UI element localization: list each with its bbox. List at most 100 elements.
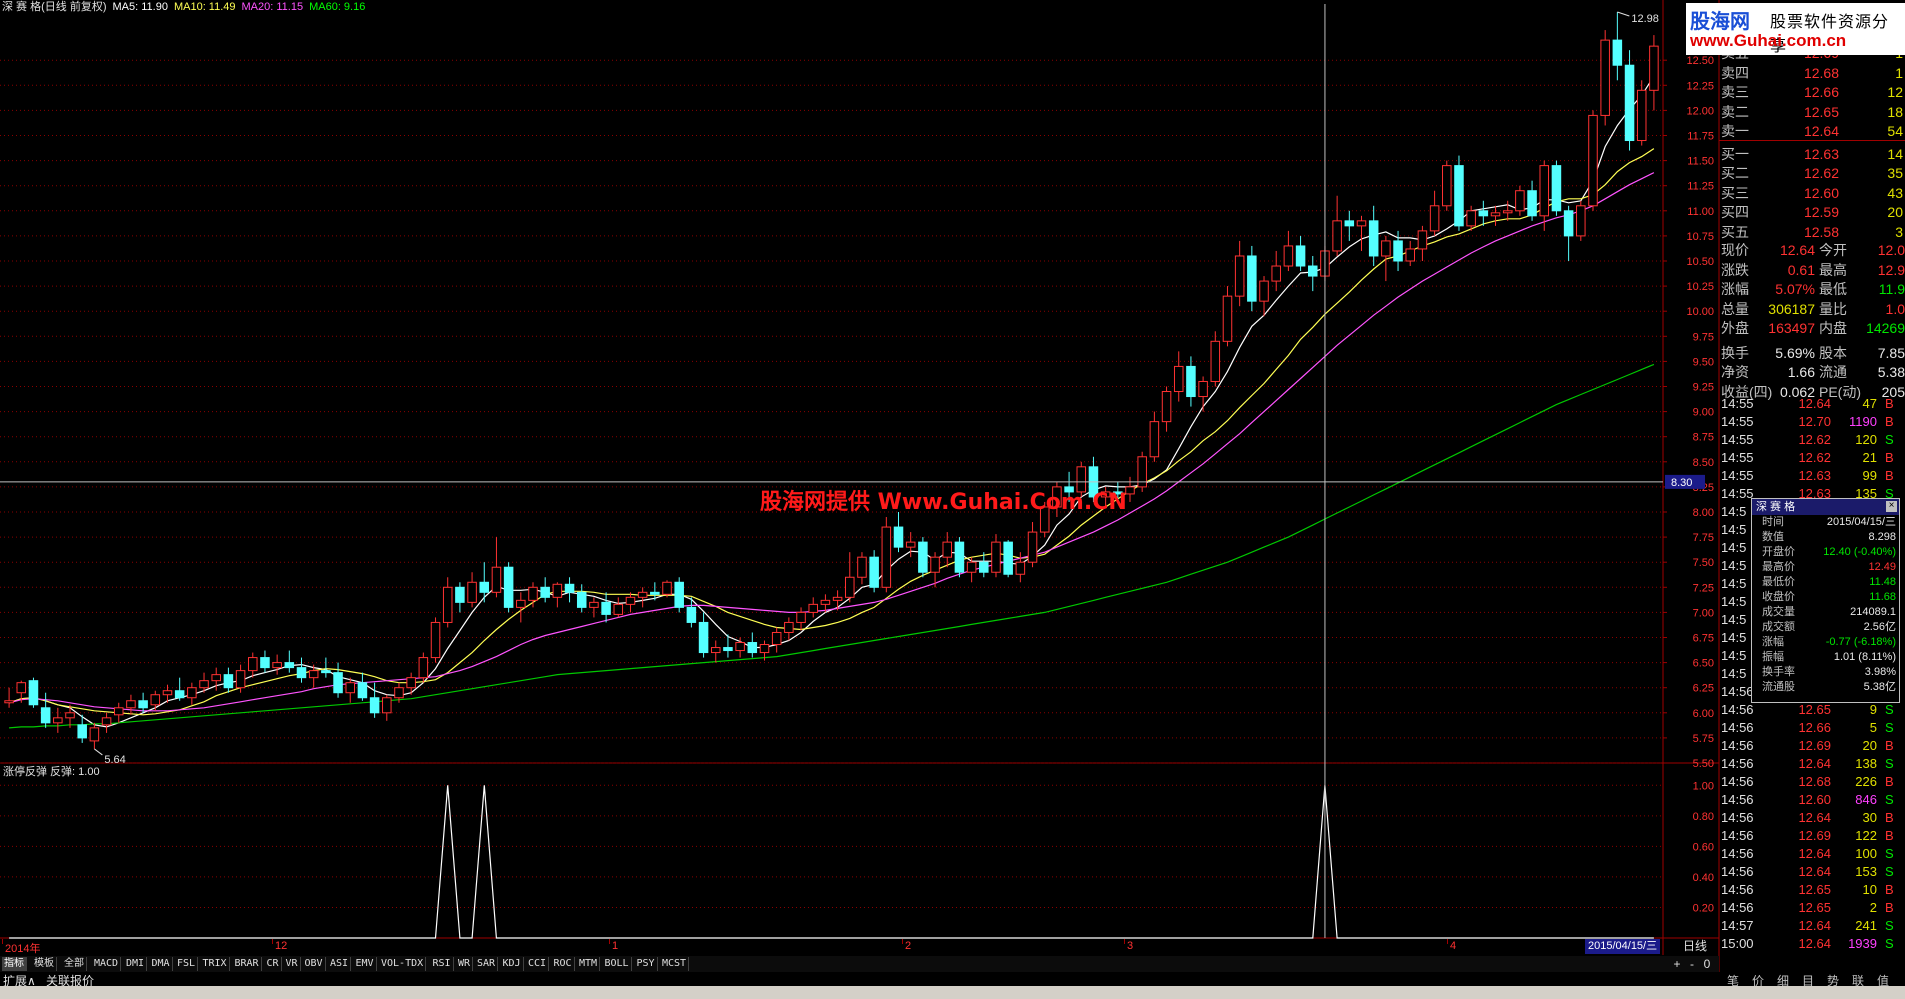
popup-label: 最低价 [1762, 575, 1795, 590]
quote-panel: 卖五12.691卖四12.681卖三12.6612卖二12.6518卖一12.6… [1719, 45, 1905, 380]
indicator-tab-asi[interactable]: ASI [328, 957, 351, 971]
candle [468, 572, 477, 607]
tick-row: 14:56 12.64 153 S [1719, 863, 1905, 881]
zoom-out-button[interactable]: - [1685, 957, 1699, 971]
indicator-tab-boll[interactable]: BOLL [603, 957, 632, 971]
candle-body [261, 658, 270, 668]
candle [1150, 412, 1159, 462]
candle [1650, 35, 1659, 110]
tick-direction: B [1885, 395, 1894, 413]
indicator-tab-emv[interactable]: EMV [354, 957, 377, 971]
indicator-tab-kdj[interactable]: KDJ [501, 957, 524, 971]
candle-body [1479, 211, 1488, 216]
order-volume: 43 [1845, 185, 1903, 201]
tick-time: 14:5 [1721, 611, 1746, 629]
order-level-label: 卖二 [1721, 104, 1749, 120]
ma60-label: MA60: 9.16 [309, 1, 365, 13]
indicator-tab-cci[interactable]: CCI [526, 957, 549, 971]
date-cursor-label: 2015/04/15/三 [1585, 939, 1660, 954]
indicator-tab-sar[interactable]: SAR [475, 957, 498, 971]
indicator-tab-cr[interactable]: CR [265, 957, 282, 971]
order-price: 12.66 [1777, 84, 1839, 100]
candle [1637, 80, 1646, 145]
indicator-tab-roc[interactable]: ROC [552, 957, 575, 971]
candle [249, 653, 258, 678]
candle [1455, 156, 1464, 231]
candle [1491, 206, 1500, 226]
candle [273, 655, 282, 675]
candle-body [504, 567, 513, 607]
indicator-tab-模板[interactable]: 模板 [32, 957, 57, 971]
price-tick-label: 9.75 [1693, 331, 1714, 343]
tick-volume: 5 [1831, 719, 1877, 737]
price-tick-label: 10.75 [1686, 231, 1714, 243]
indicator-tab-psy[interactable]: PSY [635, 957, 658, 971]
zoom-in-button[interactable]: + [1670, 957, 1684, 971]
indicator-tab-vr[interactable]: VR [284, 957, 301, 971]
quote-stat-row: 涨跌 0.61 最高 12.9 [1719, 261, 1905, 279]
candle-body [1235, 256, 1244, 296]
zoom-reset-button[interactable]: 0 [1700, 957, 1714, 971]
candle-body [1503, 211, 1512, 213]
candle [1126, 477, 1135, 502]
indicator-tab-brar[interactable]: BRAR [233, 957, 262, 971]
stat-label: 现价 [1721, 241, 1749, 259]
bar-info-popup[interactable]: 深 赛 格 × 时间 2015/04/15/三 数值 8.298 开盘价 12.40 (-… [1751, 498, 1900, 703]
candle-body [78, 725, 87, 738]
popup-header[interactable]: 深 赛 格 × [1752, 499, 1899, 515]
candle [1577, 201, 1586, 241]
popup-label: 成交量 [1762, 605, 1795, 620]
candle-body [1162, 392, 1171, 422]
rebound-indicator-chart: 涨停反弹 反弹: 1.001.000.800.600.400.20 [0, 764, 1714, 938]
popup-label: 最高价 [1762, 560, 1795, 575]
price-tick-label: 11.25 [1687, 181, 1714, 193]
candle [54, 708, 63, 733]
candle [1589, 110, 1598, 210]
indicator-tab-macd[interactable]: MACD [92, 957, 121, 971]
tick-time: 14:56 [1721, 809, 1754, 827]
indicator-tabs: 指标 模板 全部 MACD DMI DMA FSL TRIX BRAR CR VR OBV ASI EMV… [0, 956, 1719, 972]
candle-body [273, 663, 282, 668]
candle-body [127, 701, 136, 708]
indicator-tab-全部[interactable]: 全部 [62, 957, 87, 971]
close-icon[interactable]: × [1886, 501, 1897, 512]
candle [127, 695, 136, 715]
candle [492, 537, 501, 597]
candle-body [54, 718, 63, 723]
candle-body [1528, 191, 1537, 216]
candle-body [1199, 381, 1208, 396]
tick-row: 14:56 12.69 20 B [1719, 737, 1905, 755]
order-price: 12.60 [1777, 185, 1839, 201]
indicator-tab-trix[interactable]: TRIX [201, 957, 230, 971]
indicator-tab-指标[interactable]: 指标 [2, 957, 27, 971]
indicator-tab-wr[interactable]: WR [456, 957, 473, 971]
candle-body [882, 527, 891, 587]
indicator-tab-mtm[interactable]: MTM [577, 957, 600, 971]
candle-body [1028, 532, 1037, 562]
candle-body [163, 691, 172, 695]
indicator-tab-vol-tdx[interactable]: VOL-TDX [379, 957, 426, 971]
indicator-tab-mcst[interactable]: MCST [660, 957, 689, 971]
candle [1016, 552, 1025, 582]
period-tab[interactable]: 日线 [1672, 939, 1718, 954]
indicator-tab-dma[interactable]: DMA [150, 957, 173, 971]
candle-body [1308, 266, 1317, 276]
indicator-tab-rsi[interactable]: RSI [431, 957, 454, 971]
indicator-tab-fsl[interactable]: FSL [175, 957, 198, 971]
price-tick-label: 10.25 [1686, 281, 1714, 293]
candle [1418, 226, 1427, 261]
candle [858, 552, 867, 584]
date-tick-label: 12 [275, 940, 287, 952]
crosshair-price-label: 8.30 [1671, 477, 1692, 489]
indicator-tab-obv[interactable]: OBV [303, 957, 326, 971]
candle-body [1284, 246, 1293, 266]
candle-body [90, 728, 99, 741]
tick-direction: B [1885, 773, 1894, 791]
candle-body [346, 683, 355, 693]
candle-body [967, 562, 976, 572]
popup-value: 1.01 (8.11%) [1834, 650, 1896, 665]
stat-value: 1.0 [1857, 300, 1905, 318]
tick-direction: S [1885, 701, 1894, 719]
order-level-label: 买四 [1721, 204, 1749, 220]
indicator-tab-dmi[interactable]: DMI [124, 957, 147, 971]
